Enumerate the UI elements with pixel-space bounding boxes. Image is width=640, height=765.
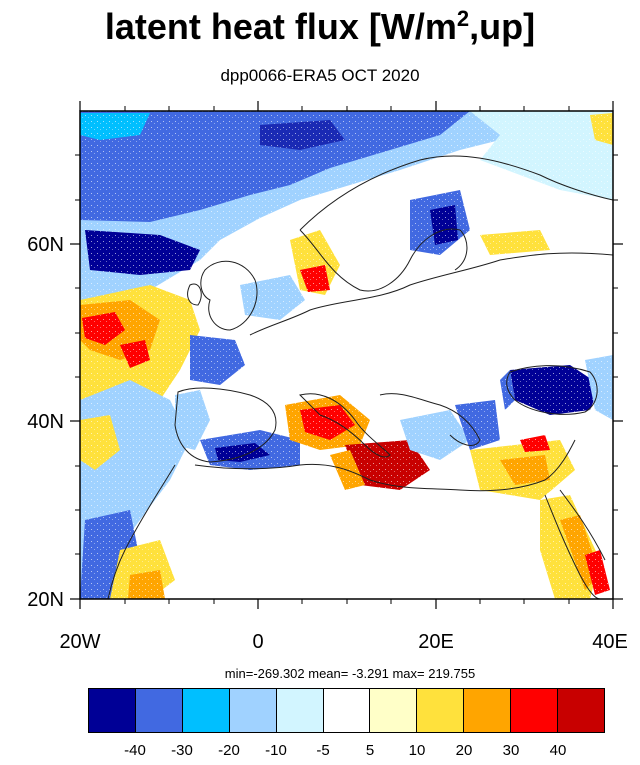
map-canvas: 20W 0 20E 40E 20N 40N 60N <box>27 101 628 653</box>
map-field <box>80 111 613 599</box>
field-speckle <box>80 111 613 599</box>
title-tail: ,up] <box>469 6 536 47</box>
colorbar-swatch-8 <box>464 689 512 732</box>
coast-balkans <box>379 393 481 446</box>
colorbar-swatch-5 <box>323 689 371 732</box>
map-subtitle: dpp0066-ERA5 OCT 2020 <box>220 66 420 85</box>
x-tick-label-40e: 40E <box>592 631 628 653</box>
title-main: latent heat flux [W/m <box>104 6 457 47</box>
x-tick-label-20w: 20W <box>59 631 100 653</box>
map-title: latent heat flux [W/m2,up] <box>0 6 640 48</box>
y-tick-label-60n: 60N <box>27 234 64 256</box>
colorbar-swatch-7 <box>417 689 465 732</box>
colorbar-swatch-9 <box>511 689 559 732</box>
colorbar-swatch-4 <box>276 689 324 732</box>
y-tick-label-40n: 40N <box>27 411 64 433</box>
colorbar-label-7: 20 <box>455 742 473 759</box>
minor-tick-marks <box>75 106 618 604</box>
colorbar-label-2: -20 <box>218 742 240 759</box>
colorbar-label-1: -30 <box>171 742 193 759</box>
colorbar-swatch-2 <box>182 689 230 732</box>
colorbar-label-3: -10 <box>265 742 287 759</box>
coastlines <box>107 155 613 599</box>
colorbar-label-8: 30 <box>502 742 520 759</box>
x-tick-label-20e: 20E <box>418 631 454 653</box>
field-statistics: min=-269.302 mean= -3.291 max= 219.755 <box>224 666 476 681</box>
coast-italy <box>299 393 391 458</box>
tick-marks <box>70 101 623 609</box>
title-superscript: 2 <box>456 6 470 31</box>
colorbar-swatch-10 <box>558 689 604 732</box>
coast-scandinavia <box>299 155 613 292</box>
x-tick-label-0: 0 <box>252 631 263 653</box>
colorbar-swatch-3 <box>229 689 277 732</box>
y-tick-label-20n: 20N <box>27 589 64 611</box>
colorbar-swatch-6 <box>370 689 418 732</box>
colorbar-label-4: -5 <box>316 742 330 759</box>
colorbar <box>88 688 605 733</box>
colorbar-swatch-1 <box>135 689 183 732</box>
coast-west-africa <box>107 464 176 599</box>
colorbar-label-9: 40 <box>549 742 567 759</box>
colorbar-label-6: 10 <box>408 742 426 759</box>
coast-north-africa <box>194 439 576 492</box>
coast-black-sea <box>506 365 598 415</box>
colorbar-labels: -40 -30 -20 -10 -5 5 10 20 30 40 <box>0 742 640 762</box>
coast-iberia <box>174 387 277 463</box>
colorbar-label-5: 5 <box>365 742 375 759</box>
coast-british-isles <box>187 260 258 331</box>
coast-continent <box>249 252 613 336</box>
colorbar-label-0: -40 <box>124 742 146 759</box>
colorbar-swatch-0 <box>89 689 136 732</box>
coast-red-sea <box>544 489 606 599</box>
